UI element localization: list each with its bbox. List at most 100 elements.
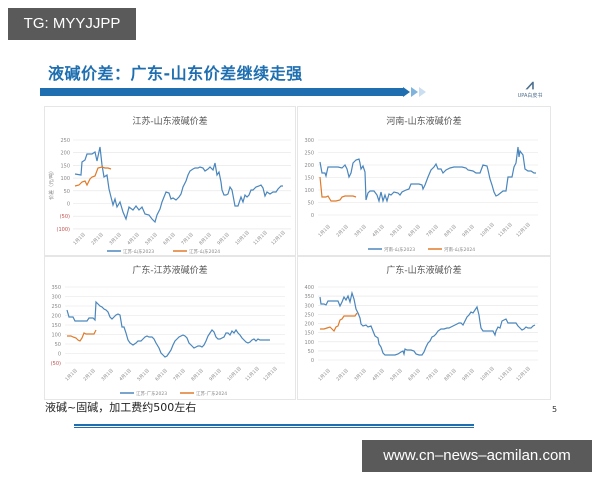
- svg-text:1月1日: 1月1日: [64, 368, 79, 383]
- svg-text:150: 150: [304, 331, 314, 337]
- svg-text:5月1日: 5月1日: [136, 368, 151, 383]
- chart-jiangsu-shandong: 江苏-山东液碱价差 250 200 150 100 50 0 (50) (100) 价差…: [44, 106, 296, 256]
- svg-text:250: 250: [51, 304, 61, 310]
- svg-text:4月1日: 4月1日: [371, 224, 386, 239]
- svg-text:3月1日: 3月1日: [108, 232, 123, 247]
- svg-text:8月1日: 8月1日: [190, 368, 205, 383]
- svg-text:1月1日: 1月1日: [317, 368, 332, 383]
- svg-text:200: 200: [60, 151, 70, 157]
- svg-text:50: 50: [308, 201, 314, 207]
- company-logo: ⩘ UPA白皮书: [500, 78, 560, 104]
- watermark-top: TG: MYYJJPP: [8, 8, 136, 40]
- svg-text:100: 100: [51, 333, 61, 339]
- svg-text:6月1日: 6月1日: [407, 368, 422, 383]
- svg-text:100: 100: [60, 176, 70, 182]
- chevron-icon: [419, 87, 426, 97]
- svg-text:50: 50: [308, 349, 314, 355]
- svg-text:11月1日: 11月1日: [252, 230, 269, 247]
- svg-text:7月1日: 7月1日: [425, 368, 440, 383]
- svg-text:2月1日: 2月1日: [90, 232, 105, 247]
- svg-text:150: 150: [60, 163, 70, 169]
- svg-text:2月1日: 2月1日: [335, 368, 350, 383]
- svg-text:0: 0: [311, 213, 314, 219]
- svg-text:300: 300: [304, 303, 314, 309]
- svg-text:江苏-山东2024: 江苏-山东2024: [189, 248, 220, 255]
- chart-legend: 江苏-山东2023 江苏-山东2024: [107, 248, 220, 255]
- slide-title: 液碱价差：广东-山东价差继续走强: [48, 64, 303, 83]
- svg-text:8月1日: 8月1日: [198, 232, 213, 247]
- svg-text:2月1日: 2月1日: [335, 224, 350, 239]
- svg-text:9月1日: 9月1日: [208, 368, 223, 383]
- svg-text:300: 300: [304, 138, 314, 144]
- svg-text:价差（元/吨）: 价差（元/吨）: [48, 168, 55, 200]
- svg-text:3月1日: 3月1日: [353, 224, 368, 239]
- svg-text:0: 0: [67, 202, 70, 208]
- svg-text:10月1日: 10月1日: [479, 222, 496, 239]
- svg-text:江苏-广东2024: 江苏-广东2024: [196, 390, 227, 397]
- chevron-icon: [403, 87, 410, 97]
- svg-text:4月1日: 4月1日: [126, 232, 141, 247]
- svg-text:6月1日: 6月1日: [162, 232, 177, 247]
- svg-text:3月1日: 3月1日: [353, 368, 368, 383]
- svg-text:50: 50: [64, 189, 70, 195]
- svg-text:200: 200: [304, 163, 314, 169]
- svg-text:河南-山东2023: 河南-山东2023: [384, 246, 415, 253]
- svg-text:250: 250: [304, 312, 314, 318]
- watermark-bottom: www.cn–news–acmilan.com: [362, 440, 592, 472]
- chart-legend: 河南-山东2023 河南-山东2024: [368, 246, 475, 253]
- chevron-icon: [411, 87, 418, 97]
- svg-text:12月1日: 12月1日: [270, 230, 287, 247]
- svg-text:江苏-广东2023: 江苏-广东2023: [136, 390, 167, 397]
- svg-text:11月1日: 11月1日: [497, 222, 514, 239]
- svg-text:350: 350: [304, 294, 314, 300]
- svg-text:0: 0: [58, 352, 61, 358]
- svg-text:150: 150: [304, 176, 314, 182]
- chart-svg: 江苏-山东液碱价差 250 200 150 100 50 0 (50) (100) 价差…: [48, 115, 291, 255]
- svg-text:(100): (100): [57, 227, 70, 233]
- chart-title: 江苏-山东液碱价差: [132, 115, 207, 127]
- svg-text:12月1日: 12月1日: [515, 366, 532, 383]
- svg-text:8月1日: 8月1日: [443, 224, 458, 239]
- svg-text:广东-江苏液碱价差: 广东-江苏液碱价差: [132, 264, 207, 276]
- svg-text:广东-山东液碱价差: 广东-山东液碱价差: [386, 264, 461, 276]
- footer-bar: [74, 424, 474, 426]
- chart-henan-shandong: 河南-山东液碱价差 300 250 200 150 100 50 0 1月1日 2月1…: [297, 106, 551, 256]
- logo-text: UPA白皮书: [517, 93, 543, 99]
- chart-guangdong-jiangsu: 广东-江苏液碱价差 350 300 250 200 150 100 50 0 (50) …: [44, 256, 296, 400]
- svg-text:3月1日: 3月1日: [100, 368, 115, 383]
- page-number: 5: [552, 405, 558, 414]
- chart-legend: 江苏-广东2023 江苏-广东2024: [120, 390, 227, 397]
- svg-text:11月1日: 11月1日: [244, 366, 261, 383]
- svg-text:12月1日: 12月1日: [515, 222, 532, 239]
- svg-text:7月1日: 7月1日: [425, 224, 440, 239]
- chart-svg: 广东-山东液碱价差 400 350 300 250 200 150 100 50 0 1…: [304, 264, 538, 383]
- title-underline-bar: [40, 88, 403, 96]
- svg-text:5月1日: 5月1日: [389, 368, 404, 383]
- svg-text:0: 0: [311, 358, 314, 364]
- slide-note: 液碱~固碱，加工费约500左右: [45, 401, 197, 414]
- svg-text:5月1日: 5月1日: [389, 224, 404, 239]
- logo-mark-icon: ⩘: [526, 77, 534, 93]
- svg-text:9月1日: 9月1日: [461, 368, 476, 383]
- svg-text:250: 250: [60, 138, 70, 144]
- svg-text:300: 300: [51, 295, 61, 301]
- footer-bar-thin: [74, 427, 474, 428]
- svg-text:1月1日: 1月1日: [317, 224, 332, 239]
- svg-text:4月1日: 4月1日: [118, 368, 133, 383]
- svg-text:10月1日: 10月1日: [226, 366, 243, 383]
- svg-text:200: 200: [51, 314, 61, 320]
- svg-text:2月1日: 2月1日: [82, 368, 97, 383]
- svg-text:(50): (50): [51, 361, 61, 367]
- svg-text:50: 50: [55, 342, 61, 348]
- svg-text:350: 350: [51, 285, 61, 291]
- svg-text:5月1日: 5月1日: [144, 232, 159, 247]
- svg-text:150: 150: [51, 323, 61, 329]
- svg-text:8月1日: 8月1日: [443, 368, 458, 383]
- chart-guangdong-shandong: 广东-山东液碱价差 400 350 300 250 200 150 100 50 0 1…: [297, 256, 551, 400]
- svg-text:河南-山东2024: 河南-山东2024: [444, 246, 475, 253]
- svg-text:1月1日: 1月1日: [72, 232, 87, 247]
- chart-svg: 河南-山东液碱价差 300 250 200 150 100 50 0 1月1日 2月1…: [304, 115, 538, 253]
- svg-text:100: 100: [304, 188, 314, 194]
- svg-text:7月1日: 7月1日: [180, 232, 195, 247]
